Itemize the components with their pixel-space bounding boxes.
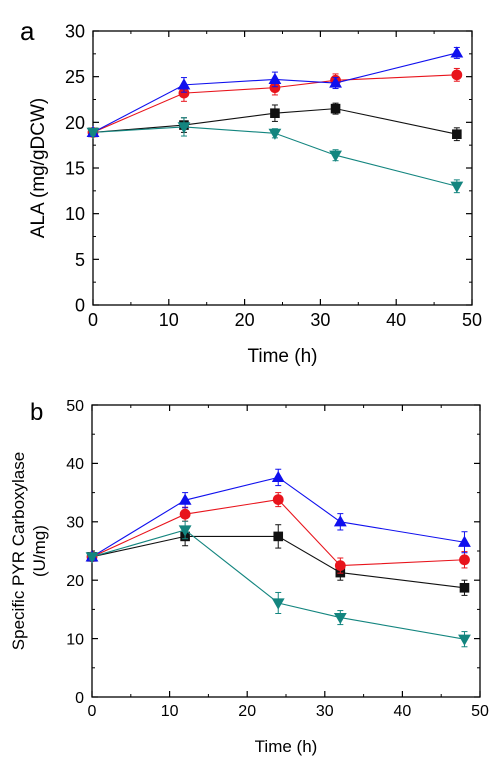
x-tick-label: 40 [394,703,412,720]
x-tick-label: 10 [159,310,179,330]
data-point [451,69,463,81]
y-tick-label: 20 [65,113,85,133]
x-tick-label: 20 [235,310,255,330]
data-point [450,181,464,193]
y-axis-label: ALA (mg/gDCW) [28,98,49,238]
series-triangle-up [86,46,464,137]
data-point [329,76,342,88]
y-tick-label: 40 [66,456,84,473]
plot-frame [92,30,473,306]
y-tick-label: 30 [66,515,84,532]
y-tick-label: 30 [65,21,85,41]
data-point [178,87,190,99]
data-point [86,127,100,139]
data-point [177,78,191,90]
x-tick-label: 50 [462,310,482,330]
data-point [271,598,285,610]
data-point [177,122,191,134]
y-tick-label: 5 [75,250,85,270]
x-tick-label: 50 [471,703,489,720]
data-point [330,103,341,114]
data-point [450,46,464,58]
series-triangle-down [86,117,464,194]
x-tick-label: 40 [386,310,406,330]
data-point [273,531,284,542]
data-point [178,493,192,505]
data-point [459,582,470,593]
panel-label: a [20,16,35,46]
data-point [452,129,462,140]
y-tick-label: 0 [75,690,84,707]
y-tick-label: 25 [65,67,85,87]
x-tick-label: 30 [310,310,330,330]
data-point [333,515,347,527]
panel-label: b [30,399,43,426]
data-point [85,552,99,564]
data-point [269,82,281,94]
y-tick-label: 10 [65,204,85,224]
x-axis-label: Time (h) [255,737,318,756]
data-point [458,634,471,646]
series-triangle-up [85,468,471,562]
plot-frame [91,404,481,698]
x-tick-label: 0 [88,703,97,720]
x-tick-label: 30 [316,703,334,720]
data-point [459,554,470,566]
series-triangle-down [85,520,471,648]
x-tick-label: 10 [161,703,179,720]
data-point [334,560,346,571]
y-axis-label-line: Specific PYR Carboxylase [9,452,28,650]
chart-panel-a: a 0 10 20 30 40 50 0 5 10 15 20 25 30 Time (h) ALA (mg/… [20,16,482,367]
data-point [329,150,342,162]
series-square [87,524,470,596]
x-tick-label: 20 [238,703,256,720]
chart-panel-b: b 0 10 20 30 40 50 0 10 20 30 40 50 Time (h) Specific … [9,398,489,756]
data-point [268,72,282,85]
data-point [179,508,191,520]
data-point [272,494,284,506]
data-point [458,535,471,547]
x-axis-label: Time (h) [247,346,317,367]
y-axis-label-line: (U/mg) [30,525,49,577]
data-point [268,128,282,140]
y-tick-label: 10 [66,631,84,648]
data-point [178,525,192,537]
x-tick-label: 0 [88,310,98,330]
data-point [333,612,347,625]
y-tick-label: 0 [75,295,85,315]
data-point [271,470,285,483]
y-tick-label: 50 [66,398,84,415]
data-point [270,108,280,118]
y-tick-label: 15 [65,158,85,178]
y-tick-label: 20 [66,573,84,590]
